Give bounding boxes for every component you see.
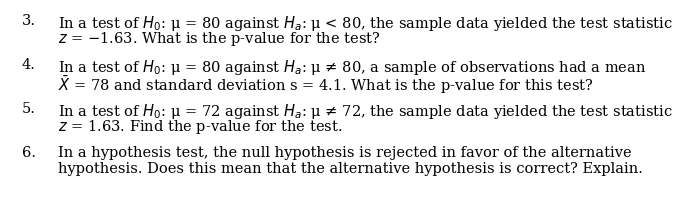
Text: In a test of $H_0$: μ = 80 against $H_a$: μ ≠ 80, a sample of observations had a: In a test of $H_0$: μ = 80 against $H_a$…: [58, 58, 646, 77]
Text: $z$ = −1.63. What is the p-value for the test?: $z$ = −1.63. What is the p-value for the…: [58, 30, 381, 48]
Text: 3.: 3.: [22, 14, 36, 28]
Text: $\bar{X}$ = 78 and standard deviation s = 4.1. What is the p-value for this test: $\bar{X}$ = 78 and standard deviation s …: [58, 74, 594, 96]
Text: In a hypothesis test, the null hypothesis is rejected in favor of the alternativ: In a hypothesis test, the null hypothesi…: [58, 146, 631, 160]
Text: In a test of $H_0$: μ = 72 against $H_a$: μ ≠ 72, the sample data yielded the te: In a test of $H_0$: μ = 72 against $H_a$…: [58, 102, 673, 121]
Text: 5.: 5.: [22, 102, 36, 116]
Text: hypothesis. Does this mean that the alternative hypothesis is correct? Explain.: hypothesis. Does this mean that the alte…: [58, 162, 643, 176]
Text: 6.: 6.: [22, 146, 36, 160]
Text: $z$ = 1.63. Find the p-value for the test.: $z$ = 1.63. Find the p-value for the tes…: [58, 118, 342, 136]
Text: In a test of $H_0$: μ = 80 against $H_a$: μ < 80, the sample data yielded the te: In a test of $H_0$: μ = 80 against $H_a$…: [58, 14, 673, 33]
Text: 4.: 4.: [22, 58, 36, 72]
